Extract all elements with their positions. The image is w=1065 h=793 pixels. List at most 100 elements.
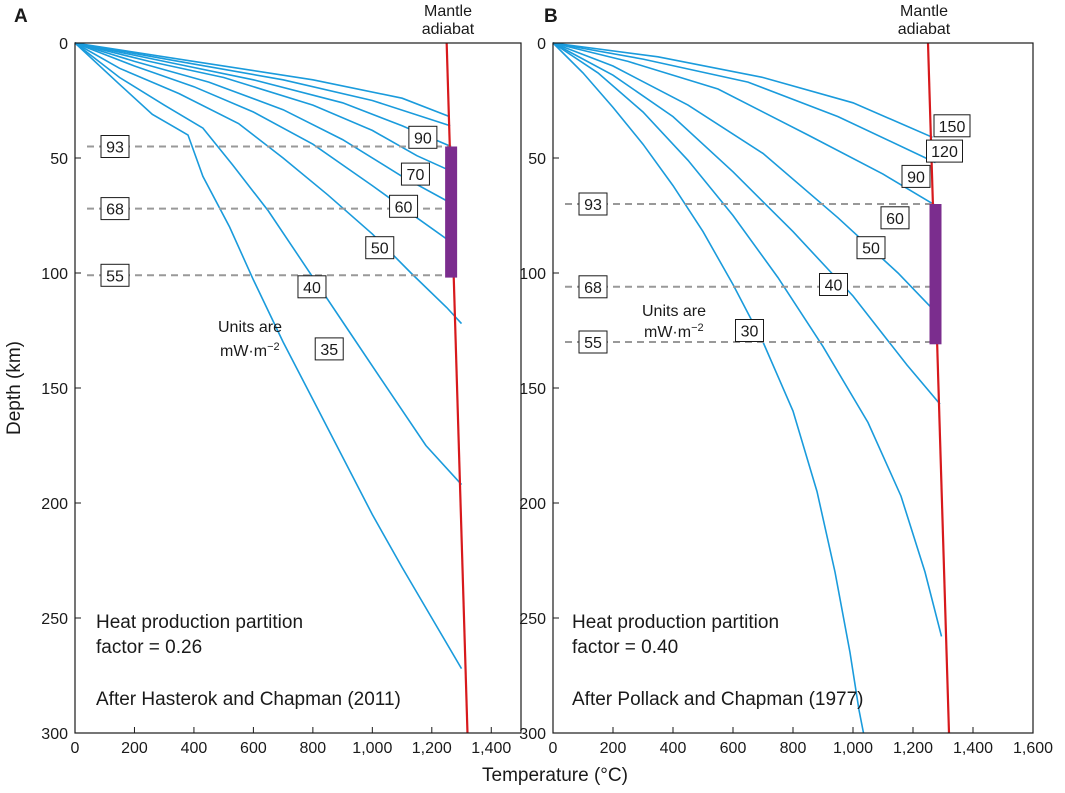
series-label-a-50: 50 xyxy=(371,241,389,258)
units-label-b-line1: Units are xyxy=(642,303,706,320)
geotherm-b-60 xyxy=(552,42,941,318)
series-box-b-60 xyxy=(880,206,910,230)
heat-flow-labels-b: 30 40 50 60 90 120 150 xyxy=(735,114,971,342)
geotherm-a-40 xyxy=(74,42,463,486)
y-tick-label-b-200: 200 xyxy=(519,496,546,513)
adiabat-label-a-line1: Mantle xyxy=(424,3,472,20)
series-box-b-40 xyxy=(819,273,848,296)
x-tick-label-a-1000: 1,000 xyxy=(352,740,392,757)
panel-b: B Mantle adiabat 0 50 100 150 200 250 300 0 200… xyxy=(519,3,1053,757)
series-box-b-120 xyxy=(926,139,963,163)
y-tick-label-a-100: 100 xyxy=(41,266,68,283)
guide-label-b-68: 68 xyxy=(584,280,602,297)
source-b: After Pollack and Chapman (1977) xyxy=(572,689,864,710)
caption-b-line1: Heat production partition xyxy=(572,612,779,633)
series-label-b-30: 30 xyxy=(741,324,759,341)
y-axis-label: Depth (km) xyxy=(4,341,25,435)
series-label-a-70: 70 xyxy=(407,167,425,184)
y-tick-label-b-100: 100 xyxy=(519,266,546,283)
units-label-a-sup: −2 xyxy=(267,341,280,353)
geotherms-a xyxy=(74,42,463,670)
x-tick-label-b-1200: 1,200 xyxy=(893,740,933,757)
plot-frame-b xyxy=(552,42,1034,734)
units-label-b-unit: mW·m xyxy=(644,324,691,341)
plot-frame-a xyxy=(74,42,522,734)
series-label-b-150: 150 xyxy=(939,119,966,136)
y-tick-label-b-50: 50 xyxy=(528,151,546,168)
x-tick-label-b-0: 0 xyxy=(549,740,558,757)
y-tick-label-b-250: 250 xyxy=(519,611,546,628)
geotherm-a-80 xyxy=(74,42,453,173)
panel-letter-a: A xyxy=(14,6,28,27)
x-tick-label-b-800: 800 xyxy=(780,740,807,757)
units-label-a-line2: mW·m−2 xyxy=(220,341,280,360)
x-tick-label-a-800: 800 xyxy=(300,740,327,757)
source-a: After Hasterok and Chapman (2011) xyxy=(96,689,401,710)
caption-a-line1: Heat production partition xyxy=(96,612,303,633)
guide-box-a-93 xyxy=(100,135,130,158)
geotherms-b xyxy=(552,42,943,734)
x-tick-label-b-1000: 1,000 xyxy=(833,740,873,757)
x-tick-label-a-400: 400 xyxy=(181,740,208,757)
x-axis-label: Temperature (°C) xyxy=(482,765,628,786)
series-box-b-50 xyxy=(856,236,886,260)
adiabat-label-b-line1: Mantle xyxy=(900,3,948,20)
series-box-a-35 xyxy=(314,337,344,361)
y-tick-label-a-300: 300 xyxy=(41,726,68,743)
series-box-a-50 xyxy=(365,236,395,260)
geotherm-a-100 xyxy=(74,42,451,127)
guide-label-b-93: 93 xyxy=(584,197,602,214)
x-ticks-b: 0 200 400 600 800 1,000 1,200 1,400 1,600 xyxy=(549,727,1053,757)
guide-label-a-55: 55 xyxy=(106,268,124,285)
series-label-a-35: 35 xyxy=(320,342,338,359)
x-ticks-a: 0 200 400 600 800 1,000 1,200 1,400 xyxy=(71,727,511,757)
geotherm-b-30 xyxy=(552,42,865,734)
y-ticks-a: 0 50 100 150 200 250 300 xyxy=(41,36,81,743)
geotherm-b-50 xyxy=(552,42,941,405)
x-tick-label-b-1600: 1,600 xyxy=(1013,740,1053,757)
geotherm-b-40 xyxy=(552,42,943,637)
lab-range-bar-a xyxy=(445,146,458,278)
x-tick-label-b-600: 600 xyxy=(720,740,747,757)
series-box-a-90 xyxy=(408,125,438,149)
x-tick-label-b-400: 400 xyxy=(660,740,687,757)
guide-box-a-55 xyxy=(100,263,130,287)
adiabat-label-a-line2: adiabat xyxy=(422,21,475,38)
x-tick-label-a-1200: 1,200 xyxy=(412,740,452,757)
x-tick-label-a-1400: 1,400 xyxy=(471,740,511,757)
series-box-b-90 xyxy=(901,164,931,188)
y-tick-label-a-0: 0 xyxy=(59,36,68,53)
y-tick-label-a-250: 250 xyxy=(41,611,68,628)
adiabat-label-b-line2: adiabat xyxy=(898,21,951,38)
guide-label-b-55: 55 xyxy=(584,335,602,352)
guide-box-b-68 xyxy=(578,275,608,299)
series-label-a-40: 40 xyxy=(303,280,321,297)
units-label-b-sup: −2 xyxy=(691,322,704,334)
series-label-b-40: 40 xyxy=(825,278,843,295)
series-box-b-30 xyxy=(735,319,764,342)
series-label-b-50: 50 xyxy=(862,241,880,258)
x-tick-label-b-200: 200 xyxy=(600,740,627,757)
y-tick-label-a-150: 150 xyxy=(41,381,68,398)
x-tick-label-a-0: 0 xyxy=(71,740,80,757)
y-tick-label-b-150: 150 xyxy=(519,381,546,398)
units-label-a-unit: mW·m xyxy=(220,343,267,360)
x-tick-label-b-1400: 1,400 xyxy=(953,740,993,757)
guide-label-a-68: 68 xyxy=(106,202,124,219)
y-tick-label-b-0: 0 xyxy=(537,36,546,53)
geotherm-b-150 xyxy=(552,42,933,139)
series-label-b-120: 120 xyxy=(931,144,958,161)
series-box-b-150 xyxy=(933,114,971,138)
caption-a-line2: factor = 0.26 xyxy=(96,637,202,658)
series-label-a-90: 90 xyxy=(414,130,432,147)
y-tick-label-a-200: 200 xyxy=(41,496,68,513)
y-tick-label-a-50: 50 xyxy=(50,151,68,168)
geotherm-a-50 xyxy=(74,42,463,325)
y-tick-label-b-300: 300 xyxy=(519,726,546,743)
panel-letter-b: B xyxy=(544,6,558,27)
x-tick-label-a-600: 600 xyxy=(240,740,267,757)
geotherm-b-90 xyxy=(552,42,938,207)
geotherm-a-110 xyxy=(74,42,450,118)
series-label-b-90: 90 xyxy=(907,169,925,186)
